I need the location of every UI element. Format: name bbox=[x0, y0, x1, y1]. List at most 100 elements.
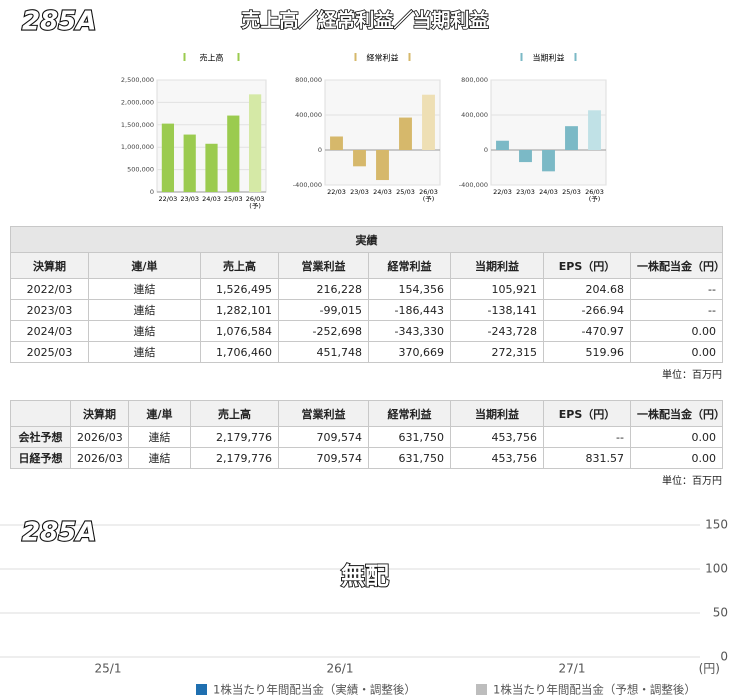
caption-row: 実績 bbox=[10, 226, 723, 253]
header-cell: EPS（円） bbox=[543, 252, 631, 279]
table-cell: 519.96 bbox=[543, 341, 631, 363]
legend-swatch bbox=[476, 684, 487, 695]
table-cell: 370,669 bbox=[368, 341, 451, 363]
table-cell: 2026/03 bbox=[70, 447, 129, 469]
legend-marker bbox=[354, 53, 357, 61]
bar bbox=[399, 117, 412, 150]
table-cell: 連結 bbox=[88, 299, 201, 321]
header-cell: 経常利益 bbox=[368, 252, 451, 279]
table-cell: -- bbox=[630, 278, 723, 300]
table-cell: 631,750 bbox=[368, 426, 451, 448]
table-cell: 216,228 bbox=[278, 278, 369, 300]
y-tick-label: 50 bbox=[713, 606, 728, 620]
header-cell: 売上高 bbox=[200, 252, 279, 279]
table-row: 日経予想 2026/03 連結 2,179,776 709,574 631,750 453,… bbox=[10, 447, 723, 469]
legend-marker bbox=[520, 53, 523, 61]
table-cell: 2025/03 bbox=[10, 341, 89, 363]
y-tick-label: -400,000 bbox=[459, 181, 488, 189]
forecast-label: (予) bbox=[589, 195, 601, 203]
table-cell: 0.00 bbox=[630, 426, 723, 448]
bar bbox=[565, 126, 578, 150]
x-tick-label: 26/03 bbox=[419, 188, 438, 196]
table-cell: 451,748 bbox=[278, 341, 369, 363]
table-cell: 2022/03 bbox=[10, 278, 89, 300]
y-tick-label: 0 bbox=[318, 146, 322, 154]
y-tick-label: -400,000 bbox=[293, 181, 322, 189]
header-cell: 決算期 bbox=[70, 400, 129, 427]
forecast-label: (予) bbox=[249, 202, 261, 210]
table-cell: -252,698 bbox=[278, 320, 369, 342]
header-cell bbox=[10, 400, 71, 427]
y-tick-label: 150 bbox=[705, 518, 728, 532]
table-row: 2024/03 連結 1,076,584 -252,698 -343,330 -243,7… bbox=[10, 320, 723, 342]
stock-code: 285A bbox=[22, 7, 96, 37]
table-cell: 105,921 bbox=[450, 278, 544, 300]
table-cell: 709,574 bbox=[278, 447, 369, 469]
table-cell: 2023/03 bbox=[10, 299, 89, 321]
legend-marker bbox=[408, 53, 411, 61]
bar bbox=[353, 150, 366, 167]
table-cell: -343,330 bbox=[368, 320, 451, 342]
table-row: 2025/03 連結 1,706,460 451,748 370,669 272,315 5… bbox=[10, 341, 723, 363]
table-cell: -99,015 bbox=[278, 299, 369, 321]
x-tick-label: 22/03 bbox=[493, 188, 512, 196]
table-cell: 272,315 bbox=[450, 341, 544, 363]
header-cell: 連/単 bbox=[88, 252, 201, 279]
table-cell: 1,526,495 bbox=[200, 278, 279, 300]
y-tick-label: 0 bbox=[720, 650, 728, 664]
unit-note: 単位：百万円 bbox=[662, 370, 722, 381]
table-cell: 連結 bbox=[128, 447, 191, 469]
bar bbox=[161, 123, 175, 192]
legend-label: 1株当たり年間配当金（実績・調整後） bbox=[213, 683, 416, 697]
table-row: 2022/03 連結 1,526,495 216,228 154,356 105,921 2… bbox=[10, 278, 723, 300]
table-cell: 1,706,460 bbox=[200, 341, 279, 363]
y-tick-label: 2,500,000 bbox=[121, 76, 154, 84]
x-tick-label: 22/03 bbox=[327, 188, 346, 196]
table-cell: 1,076,584 bbox=[200, 320, 279, 342]
legend-label: 売上高 bbox=[200, 53, 224, 63]
table-cell: 0.00 bbox=[630, 320, 723, 342]
bar bbox=[330, 136, 343, 150]
table-cell: 154,356 bbox=[368, 278, 451, 300]
table-row: 2023/03 連結 1,282,101 -99,015 -186,443 -138,14… bbox=[10, 299, 723, 321]
table-cell: 2,179,776 bbox=[190, 447, 279, 469]
bar bbox=[183, 134, 196, 192]
bar bbox=[542, 150, 555, 172]
header-cell: 一株配当金（円） bbox=[630, 400, 723, 427]
table-cell: 2,179,776 bbox=[190, 426, 279, 448]
x-tick-label: 23/03 bbox=[516, 188, 535, 196]
legend-label: 経常利益 bbox=[367, 53, 399, 63]
table-cell: -243,728 bbox=[450, 320, 544, 342]
x-tick-label: 26/03 bbox=[585, 188, 604, 196]
header-cell: 営業利益 bbox=[278, 252, 369, 279]
bar bbox=[496, 140, 509, 150]
bar bbox=[205, 143, 218, 192]
header-cell: 連/単 bbox=[128, 400, 191, 427]
legend-marker bbox=[237, 53, 240, 61]
y-tick-label: 800,000 bbox=[295, 76, 322, 84]
y-tick-label: 500,000 bbox=[127, 166, 154, 174]
table-cell: -470.97 bbox=[543, 320, 631, 342]
table-cell: 1,282,101 bbox=[200, 299, 279, 321]
x-tick-label: 25/03 bbox=[562, 188, 581, 196]
table-cell: 0.00 bbox=[630, 447, 723, 469]
x-tick-label: 26/03 bbox=[246, 195, 265, 203]
header-cell: 売上高 bbox=[190, 400, 279, 427]
y-tick-label: 1,500,000 bbox=[121, 121, 154, 129]
table-row: 会社予想 2026/03 連結 2,179,776 709,574 631,750 453,… bbox=[10, 426, 723, 448]
x-tick-label: 27/1 bbox=[559, 662, 586, 676]
x-tick-label: 25/1 bbox=[95, 662, 122, 676]
y-tick-label: 400,000 bbox=[295, 111, 322, 119]
header-cell: 営業利益 bbox=[278, 400, 369, 427]
table-cell: 453,756 bbox=[450, 426, 544, 448]
forecast-label: (予) bbox=[423, 195, 435, 203]
page-title: 売上高／経常利益／当期利益 bbox=[241, 9, 488, 32]
table-cell: 会社予想 bbox=[10, 426, 71, 448]
bar bbox=[376, 150, 389, 181]
bar bbox=[588, 110, 601, 150]
x-tick-label: 24/03 bbox=[539, 188, 558, 196]
table-cell: 709,574 bbox=[278, 426, 369, 448]
x-tick-label: 24/03 bbox=[202, 195, 221, 203]
